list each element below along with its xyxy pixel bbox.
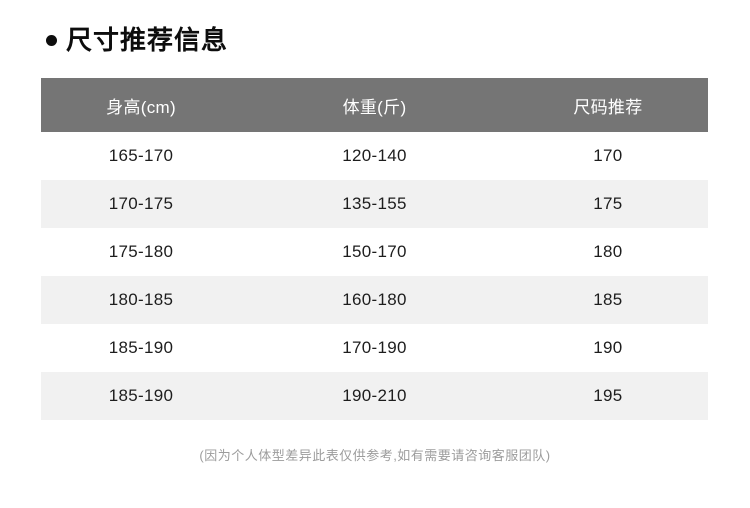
cell-size-value: 190 [593, 338, 623, 357]
cell-size-value: 180 [593, 242, 623, 261]
page-title: 尺寸推荐信息 [66, 25, 229, 55]
table-header-row: 身高(cm) 体重(斤) 尺码推荐 [41, 78, 708, 132]
table-row: 185-190 170-190 190 [41, 324, 708, 372]
cell-weight-range: 120-140 [342, 146, 407, 165]
bullet-icon [46, 34, 57, 46]
cell-weight-range: 190-210 [342, 386, 407, 405]
table-row: 180-185 160-180 185 [41, 276, 708, 324]
cell-size-value: 170 [593, 146, 623, 165]
table-row: 165-170 120-140 170 [41, 132, 708, 180]
cell-size-value: 185 [593, 290, 623, 309]
size-table: 身高(cm) 体重(斤) 尺码推荐 165-170 120-140 170 17… [41, 78, 708, 420]
cell-height-range: 165-170 [108, 146, 174, 165]
header-cell-height: 身高(cm) [106, 97, 176, 117]
cell-height-range: 180-185 [108, 290, 174, 309]
section-title-row: 尺寸推荐信息 [0, 21, 750, 59]
cell-height-range: 185-190 [108, 386, 174, 405]
cell-height-range: 185-190 [108, 338, 174, 357]
cell-weight-range: 170-190 [342, 338, 407, 357]
header-cell-weight: 体重(斤) [342, 97, 407, 117]
cell-height-range: 170-175 [108, 194, 174, 213]
cell-weight-range: 150-170 [342, 242, 407, 261]
footnote: (因为个人体型差异此表仅供参考,如有需要请咨询客服团队) [199, 448, 551, 463]
cell-height-range: 175-180 [108, 242, 174, 261]
table-row: 175-180 150-170 180 [41, 228, 708, 276]
cell-weight-range: 135-155 [342, 194, 407, 213]
cell-size-value: 175 [593, 194, 623, 213]
cell-size-value: 195 [593, 386, 623, 405]
table-body: 165-170 120-140 170 170-175 135-155 175 … [41, 132, 708, 420]
cell-weight-range: 160-180 [342, 290, 407, 309]
table-row: 185-190 190-210 195 [41, 372, 708, 420]
table-row: 170-175 135-155 175 [41, 180, 708, 228]
header-cell-size: 尺码推荐 [573, 97, 643, 117]
